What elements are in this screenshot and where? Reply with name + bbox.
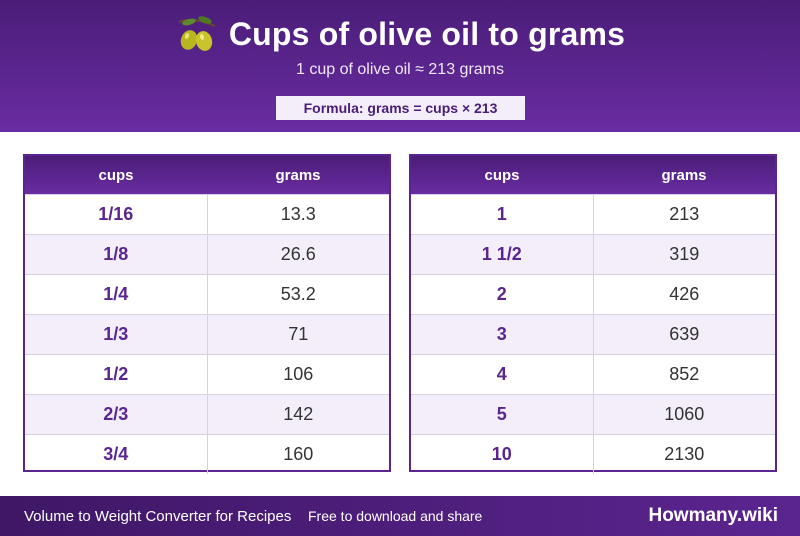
- footer: Volume to Weight Converter for Recipes F…: [0, 496, 800, 536]
- grams-cell: 426: [669, 284, 700, 304]
- conversion-table-left: cups grams 1/16 13.3 1/8 26.6 1/4 53.2 1…: [23, 154, 391, 474]
- cups-cell: 1/16: [25, 195, 208, 234]
- grams-cell: 639: [669, 324, 700, 344]
- conversion-table-right: cups grams 1 213 1 1/2 319 2 426 3 639 4…: [409, 154, 777, 474]
- table-header: cups grams: [25, 156, 389, 194]
- page-title: Cups of olive oil to grams: [228, 15, 626, 52]
- grams-cell: 71: [288, 324, 309, 344]
- subtitle: 1 cup of olive oil ≈ 213 grams: [296, 61, 504, 78]
- olive-icon: [175, 14, 219, 54]
- column-header-grams: grams: [661, 166, 707, 184]
- grams-cell: 26.6: [280, 244, 316, 264]
- footer-tagline: Volume to Weight Converter for Recipes: [24, 507, 292, 525]
- cups-cell: 1/8: [25, 235, 208, 274]
- cups-cell: 1/2: [25, 355, 208, 394]
- table-row: 1/16 13.3: [25, 194, 389, 234]
- column-header-cups: cups: [484, 166, 520, 184]
- cups-cell: 2: [411, 275, 594, 314]
- grams-cell: 319: [669, 244, 700, 264]
- grams-cell: 213: [669, 204, 700, 224]
- cups-cell: 3: [411, 315, 594, 354]
- table-row: 5 1060: [411, 394, 775, 434]
- grams-cell: 1060: [664, 404, 705, 424]
- table-row: 10 2130: [411, 434, 775, 474]
- table-header: cups grams: [411, 156, 775, 194]
- table-row: 3/4 160: [25, 434, 389, 474]
- table-row: 4 852: [411, 354, 775, 394]
- grams-cell: 160: [283, 444, 314, 464]
- footer-note: Free to download and share: [308, 508, 483, 524]
- cups-cell: 1/3: [25, 315, 208, 354]
- cups-cell: 1/4: [25, 275, 208, 314]
- table-row: 2 426: [411, 274, 775, 314]
- cups-cell: 5: [411, 395, 594, 434]
- grams-cell: 852: [669, 364, 700, 384]
- title-row: Cups of olive oil to grams: [0, 14, 800, 54]
- grams-cell: 142: [283, 404, 314, 424]
- table-row: 1/3 71: [25, 314, 389, 354]
- grams-cell: 53.2: [280, 284, 316, 304]
- grams-cell: 106: [283, 364, 314, 384]
- grams-cell: 2130: [664, 444, 705, 464]
- grams-cell: 13.3: [280, 204, 316, 224]
- table-row: 3 639: [411, 314, 775, 354]
- cups-cell: 4: [411, 355, 594, 394]
- cups-cell: 1 1/2: [411, 235, 594, 274]
- brand-logo[interactable]: Howmany.wiki: [648, 505, 778, 526]
- table-row: 1 213: [411, 194, 775, 234]
- table-row: 1/4 53.2: [25, 274, 389, 314]
- table-row: 1/2 106: [25, 354, 389, 394]
- cups-cell: 1: [411, 195, 594, 234]
- header: Cups of olive oil to grams 1 cup of oliv…: [0, 0, 800, 132]
- column-header-cups: cups: [98, 166, 134, 184]
- table-row: 1/8 26.6: [25, 234, 389, 274]
- column-header-grams: grams: [275, 166, 321, 184]
- cups-cell: 10: [411, 435, 594, 474]
- table-row: 2/3 142: [25, 394, 389, 434]
- formula-box: Formula: grams = cups × 213: [276, 96, 525, 120]
- cups-cell: 2/3: [25, 395, 208, 434]
- cups-cell: 3/4: [25, 435, 208, 474]
- table-row: 1 1/2 319: [411, 234, 775, 274]
